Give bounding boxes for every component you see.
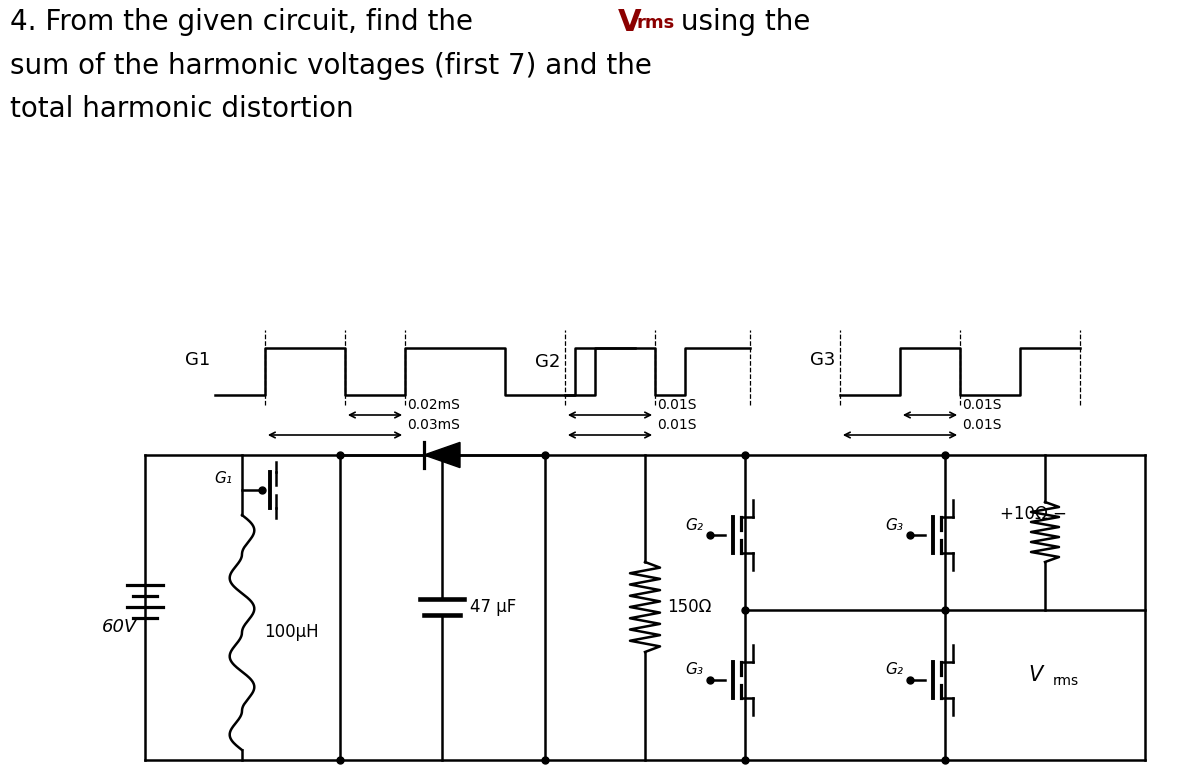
Text: +10Ω −: +10Ω − [1000, 505, 1067, 523]
Text: V: V [618, 8, 642, 37]
Text: G₃: G₃ [886, 517, 904, 533]
Text: 60V: 60V [102, 618, 138, 636]
Text: 150Ω: 150Ω [667, 598, 712, 616]
Text: 0.02mS: 0.02mS [407, 398, 460, 412]
Text: 0.01S: 0.01S [962, 418, 1002, 432]
Text: sum of the harmonic voltages (first 7) and the: sum of the harmonic voltages (first 7) a… [10, 52, 652, 80]
Text: G₂: G₂ [685, 517, 703, 533]
Text: 4. From the given circuit, find the: 4. From the given circuit, find the [10, 8, 482, 36]
Text: G1: G1 [185, 351, 210, 369]
Text: total harmonic distortion: total harmonic distortion [10, 95, 354, 123]
Polygon shape [424, 442, 460, 467]
Text: using the: using the [672, 8, 810, 36]
Text: 0.01S: 0.01S [962, 398, 1002, 412]
Text: G₁: G₁ [214, 471, 232, 485]
Text: 47 μF: 47 μF [470, 598, 516, 616]
Text: 0.01S: 0.01S [658, 418, 696, 432]
Text: G3: G3 [810, 351, 835, 369]
Text: 0.01S: 0.01S [658, 398, 696, 412]
Text: G₃: G₃ [685, 662, 703, 678]
Text: 100μH: 100μH [264, 623, 319, 641]
Text: rms: rms [1054, 674, 1079, 688]
Text: rms: rms [636, 14, 674, 32]
Text: 0.03mS: 0.03mS [407, 418, 460, 432]
Text: G₂: G₂ [886, 662, 904, 678]
Text: G2: G2 [535, 353, 560, 371]
Text: V: V [1028, 665, 1042, 685]
